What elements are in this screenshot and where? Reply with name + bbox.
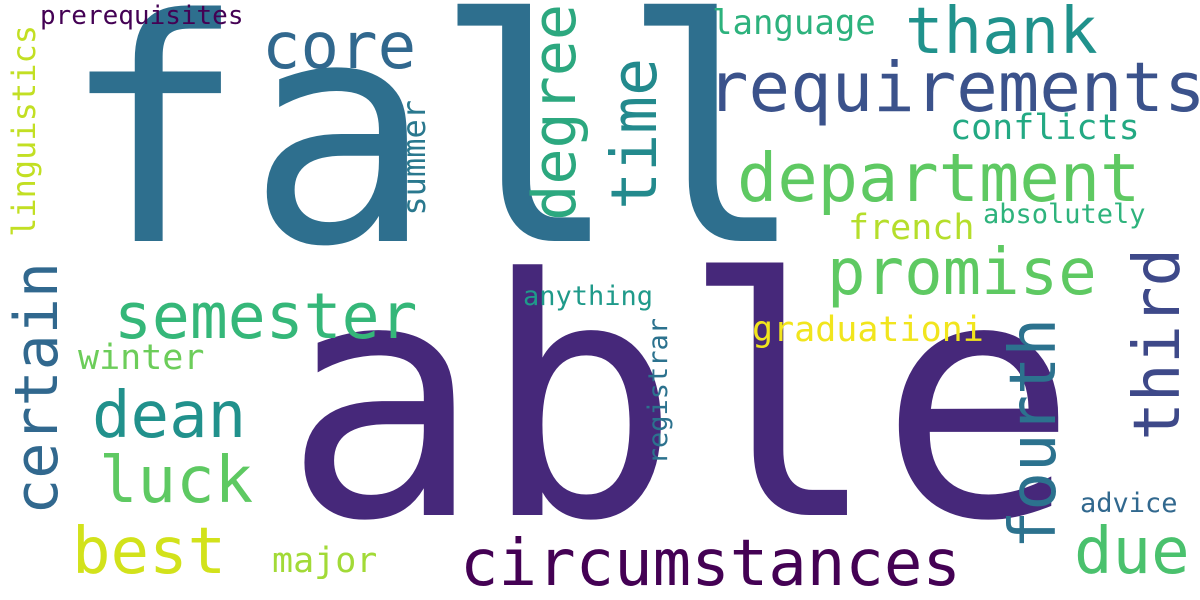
word-due: due [1074, 515, 1190, 589]
word-graduationi: graduationi [752, 310, 984, 350]
word-registrar: registrar [643, 318, 674, 465]
word-time: time [598, 58, 671, 210]
word-prerequisites: prerequisites [40, 1, 244, 31]
word-circumstances: circumstances [460, 527, 961, 600]
word-french: french [848, 208, 975, 248]
word-anything: anything [523, 281, 654, 312]
word-fall: fall [60, 0, 807, 315]
word-promise: promise [827, 236, 1097, 310]
word-conflicts: conflicts [950, 108, 1140, 148]
word-winter: winter [78, 338, 205, 378]
word-luck: luck [99, 444, 254, 518]
word-thank: thank [905, 0, 1098, 69]
word-third: third [1121, 248, 1195, 441]
word-advice: advice [1080, 488, 1178, 519]
word-requirements: requirements [707, 48, 1200, 128]
word-best: best [72, 515, 227, 589]
word-semester: semester [114, 280, 418, 353]
word-language: language [712, 3, 876, 43]
word-absolutely: absolutely [983, 199, 1146, 230]
word-fourth: fourth [997, 318, 1071, 550]
word-certain: certain [2, 262, 72, 515]
word-degree: degree [520, 4, 590, 221]
word-able: able [283, 209, 1078, 593]
word-summer: summer [395, 100, 433, 216]
word-linguistics: linguistics [5, 25, 43, 237]
word-major: major [272, 541, 378, 581]
word-department: department [737, 139, 1141, 217]
word-core: core [262, 10, 417, 84]
word-dean: dean [92, 379, 247, 453]
